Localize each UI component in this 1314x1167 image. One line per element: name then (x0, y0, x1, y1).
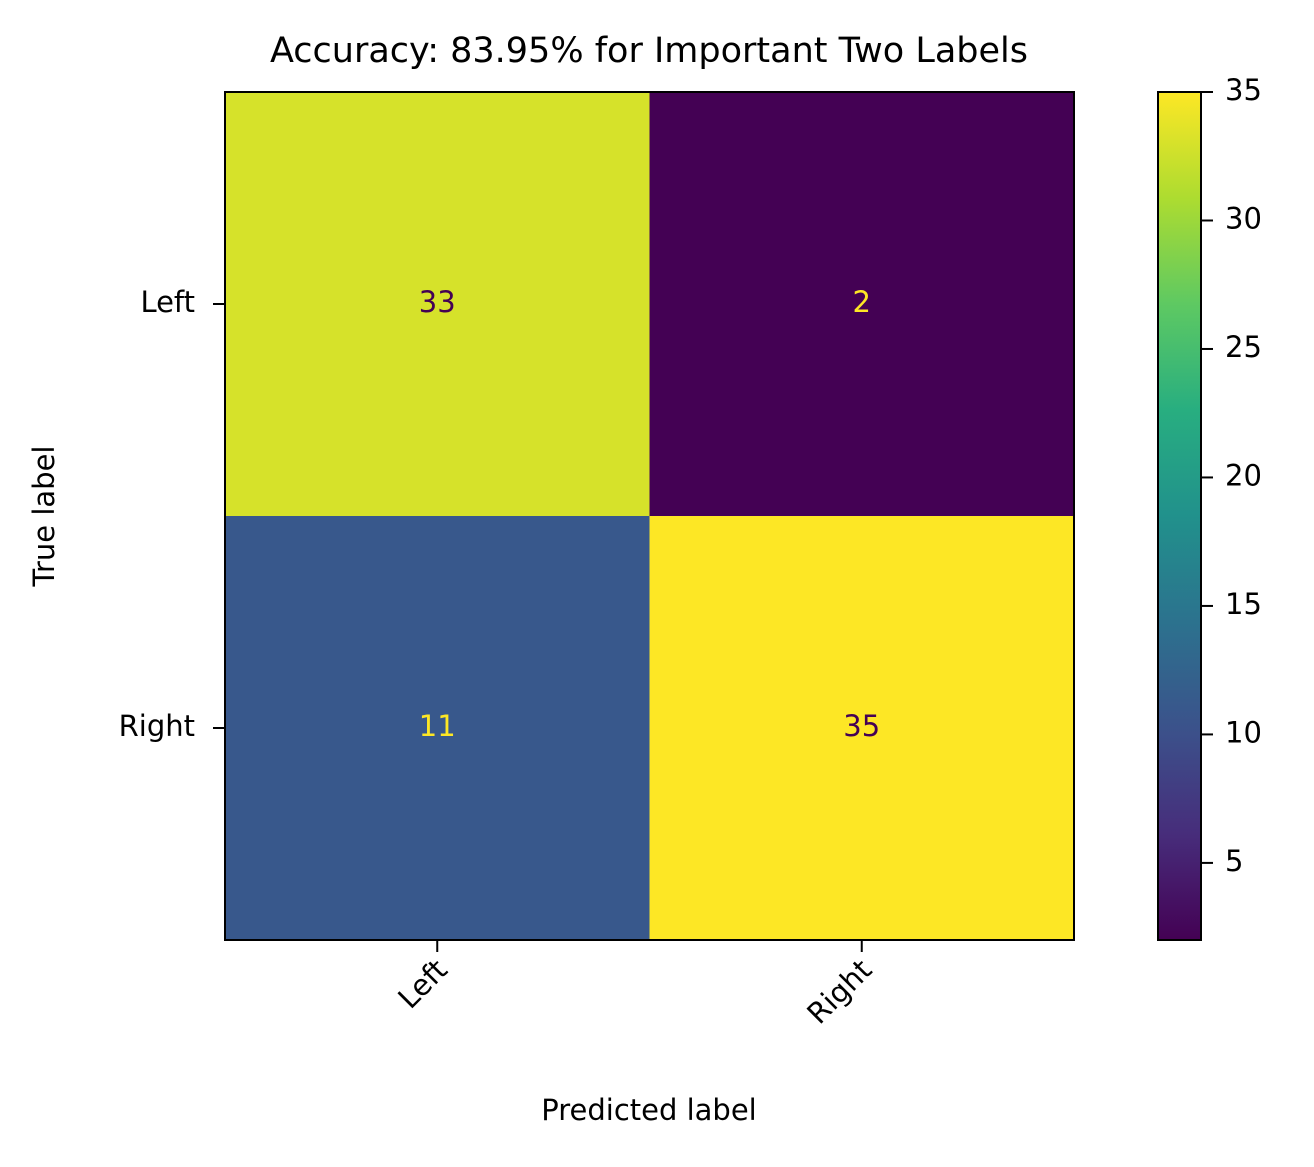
cell-label: 33 (419, 285, 456, 319)
cell-label: 2 (853, 285, 871, 319)
y-tick-label: Left (140, 285, 195, 319)
colorbar-tick-label: 10 (1225, 715, 1262, 749)
colorbar-tick-label: 5 (1225, 844, 1243, 878)
colorbar-tick-label: 30 (1225, 201, 1262, 235)
plot-frame (224, 91, 1075, 941)
cell-label: 35 (843, 709, 880, 743)
x-axis-label: Predicted label (541, 1093, 757, 1127)
cell (649, 92, 1075, 517)
colorbar-tick-label: 25 (1225, 330, 1262, 364)
chart-title: Accuracy: 83.95% for Important Two Label… (270, 31, 1028, 71)
cell-label: 11 (419, 709, 456, 743)
cell (225, 516, 650, 941)
cell (649, 516, 1075, 941)
y-axis-label: True label (27, 446, 61, 588)
x-tick-label: Left (391, 953, 454, 1016)
cell (225, 92, 650, 517)
colorbar-tick-label: 35 (1225, 73, 1262, 107)
colorbar-tick-label: 20 (1225, 458, 1262, 492)
colorbar (1157, 91, 1202, 941)
y-tick-label: Right (119, 709, 195, 743)
x-tick-label: Right (800, 953, 878, 1031)
colorbar-tick-label: 15 (1225, 587, 1262, 621)
